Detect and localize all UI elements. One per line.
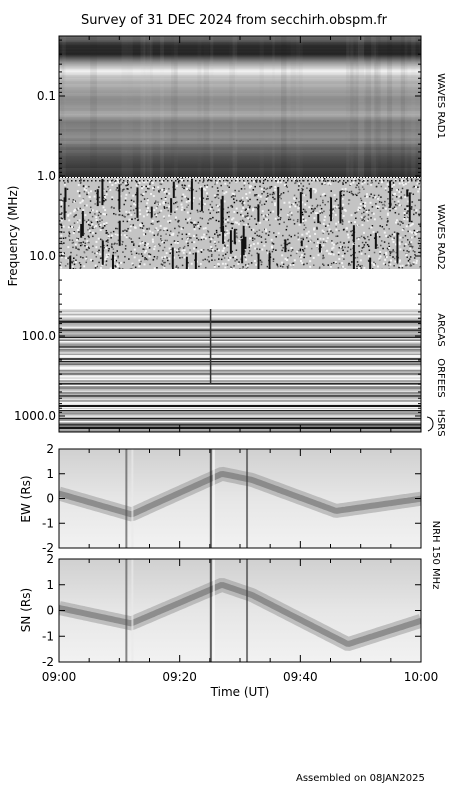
ew-y-tick-0: 2 — [46, 442, 54, 456]
ew-ylabel: EW (Rs) — [19, 475, 33, 522]
sn-y-ticks: 2 1 0 -1 -2 — [42, 552, 421, 669]
sn-ylabel: SN (Rs) — [19, 588, 33, 632]
instrument-label-0: WAVES RAD1 — [435, 73, 446, 139]
spectrum-y-tick-1: 1.0 — [37, 169, 56, 183]
sn-texture — [59, 559, 421, 662]
spectrum-y-tick-4: 1000.0 — [14, 409, 56, 423]
instrument-label-2: ARCAS — [435, 313, 446, 346]
rad1-texture — [59, 36, 421, 177]
instrument-label-4: HSRS — [435, 409, 446, 436]
ew-y-tick-1: 1 — [46, 467, 54, 481]
ground-texture — [59, 309, 421, 432]
spectrum-y-tick-0: 0.1 — [37, 89, 56, 103]
ew-y-tick-4: -2 — [42, 541, 54, 555]
spectrum-y-ticks: 0.1 1.0 10.0 100.0 1000.0 — [14, 89, 421, 423]
data-gap — [59, 269, 421, 309]
ew-texture — [59, 449, 421, 548]
spectrum-y-tick-3: 100.0 — [22, 329, 56, 343]
x-axis-label: Time (UT) — [210, 685, 270, 699]
instrument-label-1: WAVES RAD2 — [435, 204, 446, 270]
spectrum-ylabel: Frequency (MHz) — [6, 186, 20, 287]
x-tick-0: 09:00 — [42, 670, 77, 684]
spectrum-minor-ticks — [59, 39, 421, 413]
x-tick-3: 10:00 — [404, 670, 439, 684]
sn-y-tick-2: 0 — [46, 604, 54, 618]
sn-y-tick-0: 2 — [46, 552, 54, 566]
spectrum-y-tick-2: 10.0 — [29, 249, 56, 263]
sn-image — [59, 559, 421, 662]
rad1-spectrum — [59, 36, 421, 177]
x-tick-1: 09:20 — [162, 670, 197, 684]
ew-y-tick-3: -1 — [42, 516, 54, 530]
chart-title: Survey of 31 DEC 2024 from secchirh.obsp… — [81, 13, 388, 28]
footer-assembled: Assembled on 08JAN2025 — [296, 773, 425, 784]
nrh-label: NRH 150 MHz — [430, 521, 441, 590]
instrument-label-3: ORFEES — [435, 358, 446, 398]
rad2-texture — [59, 178, 421, 285]
ew-image — [59, 449, 421, 548]
sn-y-tick-1: 1 — [46, 578, 54, 592]
ew-y-ticks: 2 1 0 -1 -2 — [42, 442, 421, 555]
sn-y-tick-3: -1 — [42, 629, 54, 643]
ew-y-tick-2: 0 — [46, 492, 54, 506]
x-tick-2: 09:40 — [283, 670, 318, 684]
sn-panel: 2 1 0 -1 -2 SN (Rs) — [19, 552, 422, 669]
instrument-labels: WAVES RAD1 WAVES RAD2 ARCAS ORFEES HSRS — [435, 73, 446, 436]
sn-y-tick-4: -2 — [42, 655, 54, 669]
spectrum-panel: 0.1 1.0 10.0 100.0 1000.0 Frequency (MHz) WA… — [6, 35, 446, 437]
ew-panel: 2 1 0 -1 -2 EW (Rs) — [19, 442, 422, 555]
x-axis-ticks: 09:00 09:20 09:40 10:00 — [42, 36, 439, 684]
